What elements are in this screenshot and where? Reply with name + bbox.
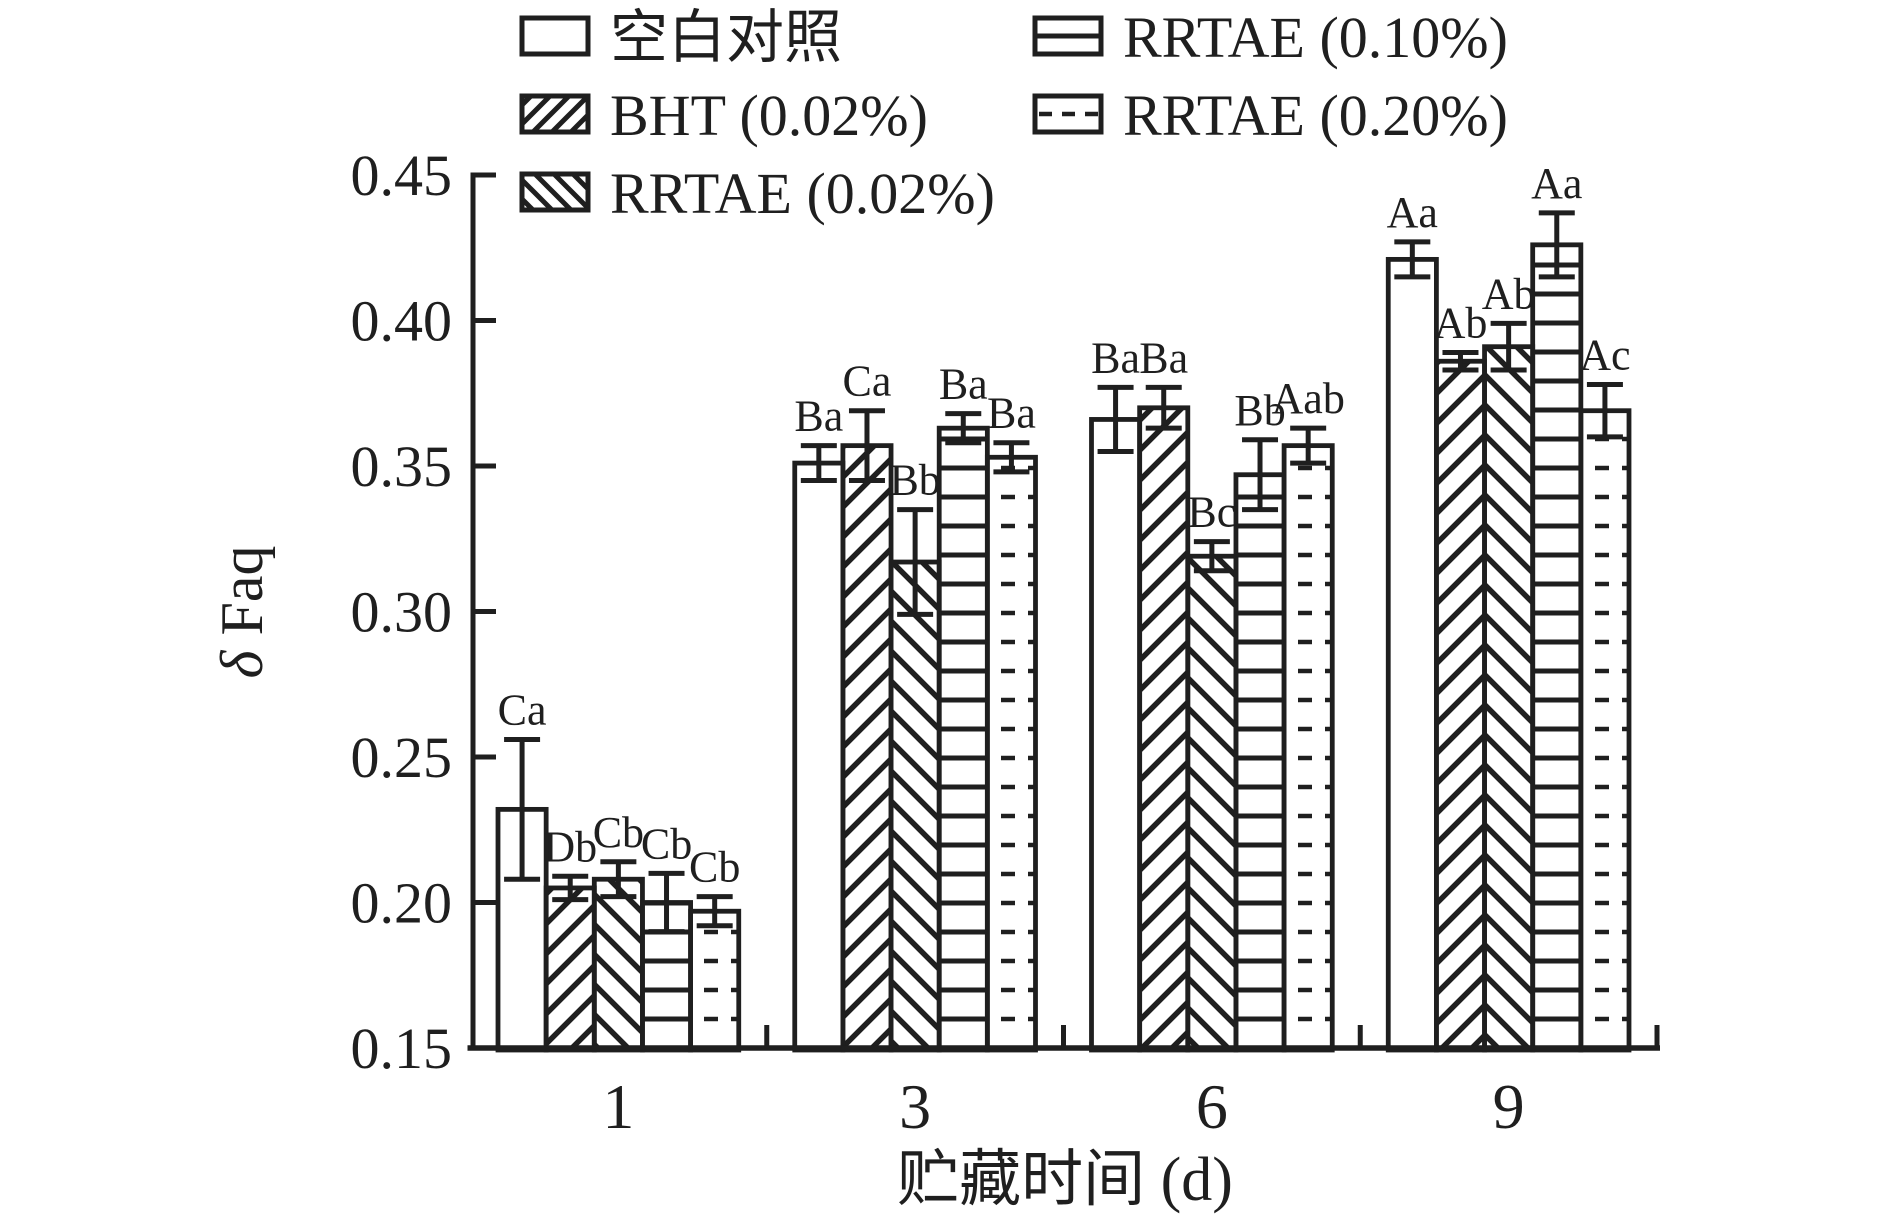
error-bar [1290, 425, 1327, 466]
sig-label: Ca [843, 357, 892, 406]
y-axis-title: δ Faq [209, 546, 275, 679]
legend-item-diag-down: RRTAE (0.02%) [519, 161, 995, 226]
sig-label: Ba [987, 389, 1036, 438]
legend-swatch [519, 15, 591, 57]
y-tick-label: 0.40 [351, 289, 453, 354]
legend-swatch [519, 171, 591, 213]
bar-RRTAE (0.02%)-day6 [1185, 553, 1239, 1053]
sig-label: Aab [1272, 374, 1345, 423]
bar-RRTAE (0.20%)-day6 [1281, 443, 1335, 1053]
x-tick-label: 9 [1493, 1071, 1525, 1142]
error-bar [648, 870, 685, 935]
x-tick-label: 3 [899, 1071, 931, 1142]
sig-label: Cb [641, 819, 692, 868]
bar-空白对照-day6 [1089, 417, 1143, 1053]
sig-label: Ab [1434, 299, 1488, 348]
legend-item-horiz: RRTAE (0.10%) [1032, 5, 1508, 70]
error-bar [1538, 210, 1575, 280]
legend-item-horiz-dash: RRTAE (0.20%) [1032, 83, 1508, 148]
x-tick-label: 6 [1196, 1071, 1228, 1142]
y-tick-label: 0.15 [351, 1016, 453, 1081]
bar-RRTAE (0.02%)-day9 [1482, 344, 1536, 1053]
y-tick-label: 0.30 [351, 580, 453, 645]
error-bars-group [504, 210, 1623, 935]
legend-label: RRTAE (0.20%) [1123, 83, 1508, 148]
bar-RRTAE (0.10%)-day3 [936, 425, 990, 1053]
bar-BHT (0.02%)-day6 [1137, 405, 1191, 1053]
sig-label: Cb [593, 808, 644, 857]
legend-label: RRTAE (0.10%) [1123, 5, 1508, 70]
error-bar [945, 411, 982, 446]
sig-label: Bc [1187, 488, 1236, 537]
bar-空白对照-day9 [1385, 256, 1439, 1053]
legend-swatch [519, 93, 591, 135]
sig-label: Aa [1531, 159, 1582, 208]
legend-item-none: 空白对照 [519, 5, 842, 70]
sig-label: Ba [939, 360, 988, 409]
sig-label: Bb [1234, 386, 1285, 435]
legend-label: 空白对照 [610, 5, 842, 70]
sig-label: Ba [794, 392, 843, 441]
legend-label: BHT (0.02%) [610, 83, 928, 148]
bar-空白对照-day3 [792, 460, 846, 1053]
y-tick-label: 0.45 [351, 143, 453, 208]
error-bar [1242, 437, 1279, 513]
bar-BHT (0.02%)-day9 [1434, 358, 1487, 1053]
error-bar [800, 443, 837, 484]
bar-RRTAE (0.10%)-day6 [1233, 472, 1287, 1053]
error-bar [1097, 384, 1134, 454]
error-bar [1394, 239, 1431, 280]
sig-label: Ca [498, 686, 547, 735]
bar-RRTAE (0.20%)-day3 [984, 454, 1038, 1053]
bar-RRTAE (0.10%)-day9 [1530, 242, 1584, 1053]
x-tick-label: 1 [602, 1071, 634, 1142]
error-bar [1586, 382, 1623, 440]
bar-RRTAE (0.20%)-day1 [688, 908, 742, 1053]
bar-RRTAE (0.20%)-day9 [1578, 408, 1632, 1053]
x-axis-title: 贮藏时间 (d) [897, 1146, 1233, 1214]
sig-label: Ab [1482, 269, 1536, 318]
bar-RRTAE (0.02%)-day1 [591, 876, 645, 1053]
y-tick-label: 0.35 [351, 434, 453, 499]
error-bar [1145, 384, 1182, 431]
error-bar [696, 894, 733, 929]
error-bar [1490, 320, 1527, 373]
error-bar [1193, 539, 1230, 574]
bar-BHT (0.02%)-day3 [840, 443, 894, 1053]
error-bar [848, 408, 885, 484]
error-bar [504, 737, 541, 882]
y-tick-label: 0.25 [351, 725, 453, 790]
error-bar [897, 507, 934, 617]
sig-label: Cb [689, 843, 740, 892]
legend: 空白对照 BHT (0.02%) RRTAE (0.02%) RRTAE (0.10%… [519, 5, 1508, 226]
sig-label: Ba [1139, 333, 1188, 382]
error-bar [600, 859, 637, 900]
error-bar [1442, 350, 1479, 373]
legend-label: RRTAE (0.02%) [610, 161, 995, 226]
sig-label: Ba [1091, 333, 1140, 382]
y-tick-label: 0.20 [351, 871, 453, 936]
error-bar [552, 873, 589, 903]
bar-RRTAE (0.02%)-day3 [888, 559, 942, 1053]
axes-group: 0.15 0.20 0.25 0.30 0.35 0.40 0.45 1 3 6 9 贮藏时间 (d)… [209, 143, 1660, 1214]
bar-BHT (0.02%)-day1 [543, 885, 597, 1053]
sig-label: Db [543, 822, 597, 871]
error-bar [993, 440, 1030, 475]
sig-label: Ac [1579, 331, 1630, 380]
sig-label: Bb [889, 456, 940, 505]
sig-label: Aa [1387, 188, 1438, 237]
legend-item-diag-up: BHT (0.02%) [519, 83, 928, 148]
